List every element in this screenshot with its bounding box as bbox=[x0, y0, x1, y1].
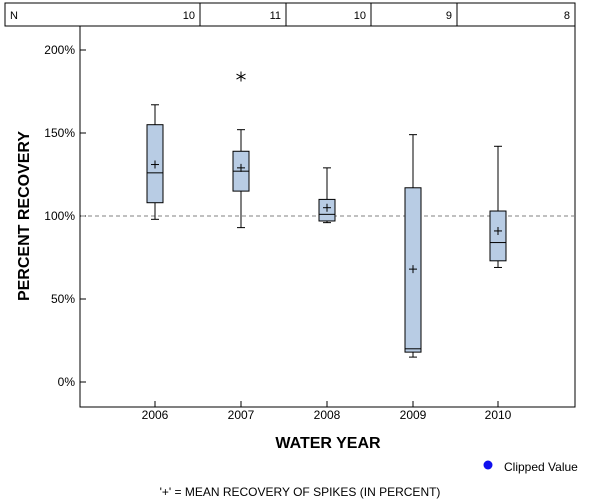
outlier-stroke-c bbox=[236, 73, 246, 80]
y-tick-label-50: 50% bbox=[51, 292, 75, 306]
legend-marker-clipped bbox=[483, 460, 493, 470]
n-header: N 10 11 10 9 8 bbox=[4, 2, 576, 27]
y-axis: 0% 50% 100% 150% 200% bbox=[44, 43, 86, 389]
mean-marker-2006 bbox=[151, 160, 159, 169]
y-tick-label-200: 200% bbox=[44, 43, 75, 57]
y-tick-label-100: 100% bbox=[44, 209, 75, 223]
n-value-2006: 10 bbox=[183, 10, 195, 22]
x-tick-label-2006: 2006 bbox=[142, 408, 169, 422]
box-2008 bbox=[318, 167, 336, 224]
box-2010 bbox=[489, 145, 507, 268]
n-header-frame bbox=[4, 2, 576, 27]
box-2009 bbox=[404, 134, 422, 358]
legend-label: Clipped Value bbox=[504, 460, 578, 474]
x-tick-label-2010: 2010 bbox=[485, 408, 512, 422]
x-axis: 2006 2007 2008 2009 2010 bbox=[142, 401, 512, 422]
n-value-2008: 10 bbox=[354, 10, 366, 22]
y-axis-title: PERCENT RECOVERY bbox=[16, 131, 33, 301]
x-tick-label-2009: 2009 bbox=[400, 408, 427, 422]
x-tick-label-2008: 2008 bbox=[314, 408, 341, 422]
iqr-box-2010 bbox=[489, 210, 507, 262]
footnote: '+' = MEAN RECOVERY OF SPIKES (IN PERCEN… bbox=[160, 485, 441, 499]
box-2006 bbox=[146, 104, 164, 220]
box-2007 bbox=[232, 71, 250, 229]
mean-marker-2007 bbox=[237, 163, 245, 172]
n-value-2010: 8 bbox=[564, 10, 570, 22]
mean-marker-2008 bbox=[323, 203, 331, 212]
boxes bbox=[146, 71, 507, 358]
x-tick-label-2007: 2007 bbox=[228, 408, 255, 422]
mean-marker-2009 bbox=[409, 265, 417, 274]
mean-marker-2010 bbox=[494, 226, 502, 235]
x-axis-title: WATER YEAR bbox=[275, 435, 381, 452]
outlier-2007-1 bbox=[236, 71, 246, 82]
legend: Clipped Value bbox=[483, 460, 578, 474]
n-header-label: N bbox=[10, 10, 18, 22]
y-tick-label-150: 150% bbox=[44, 126, 75, 140]
n-value-2007: 11 bbox=[270, 10, 281, 22]
y-tick-label-0: 0% bbox=[58, 375, 76, 389]
n-value-2009: 9 bbox=[446, 10, 452, 22]
